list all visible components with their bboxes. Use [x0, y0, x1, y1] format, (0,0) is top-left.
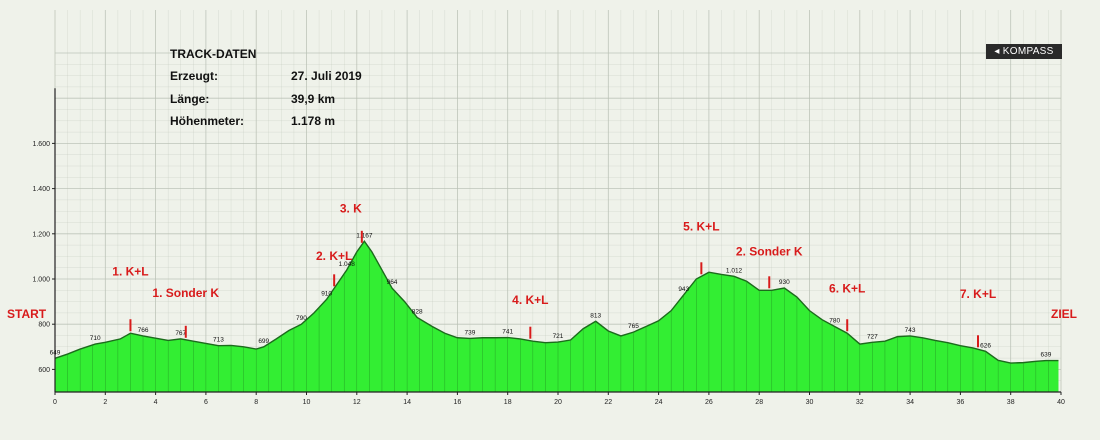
elevation-point-label: 626 [980, 342, 991, 349]
x-tick-label: 22 [604, 399, 612, 406]
x-tick-label: 24 [655, 399, 663, 406]
elevation-point-label: 943 [678, 286, 689, 293]
elevation-area [55, 241, 1059, 392]
y-tick-label: 800 [38, 322, 50, 329]
elevation-point-label: 765 [628, 323, 639, 330]
elevation-point-label: 790 [296, 315, 307, 322]
elevation-point-label: 649 [50, 349, 61, 356]
x-tick-label: 20 [554, 399, 562, 406]
elevation-point-label: 699 [258, 338, 269, 345]
kompass-logo: ◂ KOMPASS [986, 44, 1062, 59]
checkpoint-label: 6. K+L [829, 282, 865, 296]
checkpoint-markers-layer: 1. K+L 1. Sonder K 2. K+L 3. K 4. K+L 5. K+L 2… [112, 201, 996, 348]
checkpoint-label: 4. K+L [512, 293, 548, 307]
checkpoint-label: 5. K+L [683, 219, 719, 233]
x-tick-label: 38 [1007, 399, 1015, 406]
length-value: 39,9 km [291, 92, 336, 106]
x-tick-label: 26 [705, 399, 713, 406]
checkpoint-label: 1. K+L [112, 265, 148, 279]
checkpoint-label: 3. K [340, 201, 362, 215]
y-tick-label: 1.200 [32, 231, 50, 238]
y-tick-label: 1.000 [32, 277, 50, 284]
elevation-point-label: 767 [175, 330, 186, 337]
x-tick-label: 16 [454, 399, 462, 406]
elevation-point-label: 780 [829, 317, 840, 324]
x-tick-label: 36 [957, 399, 965, 406]
elevation-point-label: 741 [502, 329, 513, 336]
x-tick-label: 18 [504, 399, 512, 406]
x-tick-label: 32 [856, 399, 864, 406]
x-tick-label: 30 [806, 399, 814, 406]
checkpoint-label: 2. Sonder K [736, 244, 803, 258]
checkpoint-label: 1. Sonder K [152, 286, 219, 300]
elevation-point-label: 639 [1040, 352, 1051, 359]
elevation-point-label: 1.167 [356, 232, 373, 239]
x-tick-label: 34 [906, 399, 914, 406]
x-tick-label: 4 [154, 399, 158, 406]
elevation-point-label: 828 [412, 308, 423, 315]
created-label: Erzeugt: [170, 69, 218, 83]
tick-labels-layer: 0 2 4 6 8 10 12 14 16 18 20 22 24 26 28 30 32 34 36 38 40600… [32, 141, 1065, 406]
elevation-point-label: 930 [779, 279, 790, 286]
track-data-title: TRACK-DATEN [170, 47, 257, 61]
elevation-point-label: 710 [90, 335, 101, 342]
elevation-gain-value: 1.178 m [291, 114, 336, 128]
elevation-point-label: 721 [553, 333, 564, 340]
finish-label: ZIEL [1051, 307, 1077, 321]
elevation-point-label: 1.012 [726, 267, 743, 274]
vertical-drop-lines [67, 248, 1049, 392]
elevation-point-label: 964 [387, 279, 398, 286]
x-tick-label: 12 [353, 399, 361, 406]
y-tick-label: 1.400 [32, 186, 50, 193]
x-tick-label: 14 [403, 399, 411, 406]
checkpoint-label: 7. K+L [960, 287, 996, 301]
elevation-point-label: 766 [138, 327, 149, 334]
elevation-point-label: 713 [213, 337, 224, 344]
elevation-point-label: 739 [465, 329, 476, 336]
x-tick-label: 6 [204, 399, 208, 406]
x-tick-label: 10 [303, 399, 311, 406]
point-labels-layer: 649 710 766 767 713 699 790 910 1.048 1.167 964 828… [50, 232, 1052, 358]
x-tick-label: 8 [254, 399, 258, 406]
y-tick-label: 600 [38, 367, 50, 374]
elevation-point-label: 743 [905, 327, 916, 334]
elevation-point-label: 910 [321, 290, 332, 297]
elevation-gain-label: Höhenmeter: [170, 114, 245, 128]
created-value: 27. Juli 2019 [291, 69, 362, 83]
checkpoint-label: 2. K+L [316, 249, 352, 263]
x-tick-label: 40 [1057, 399, 1065, 406]
elevation-point-label: 813 [590, 312, 601, 319]
elevation-point-label: 1.048 [339, 261, 356, 268]
x-tick-label: 2 [103, 399, 107, 406]
y-tick-label: 1.600 [32, 141, 50, 148]
x-tick-label: 28 [755, 399, 763, 406]
x-tick-label: 0 [53, 399, 57, 406]
elevation-point-label: 727 [867, 333, 878, 340]
start-label: START [7, 307, 47, 321]
length-label: Länge: [170, 92, 210, 106]
